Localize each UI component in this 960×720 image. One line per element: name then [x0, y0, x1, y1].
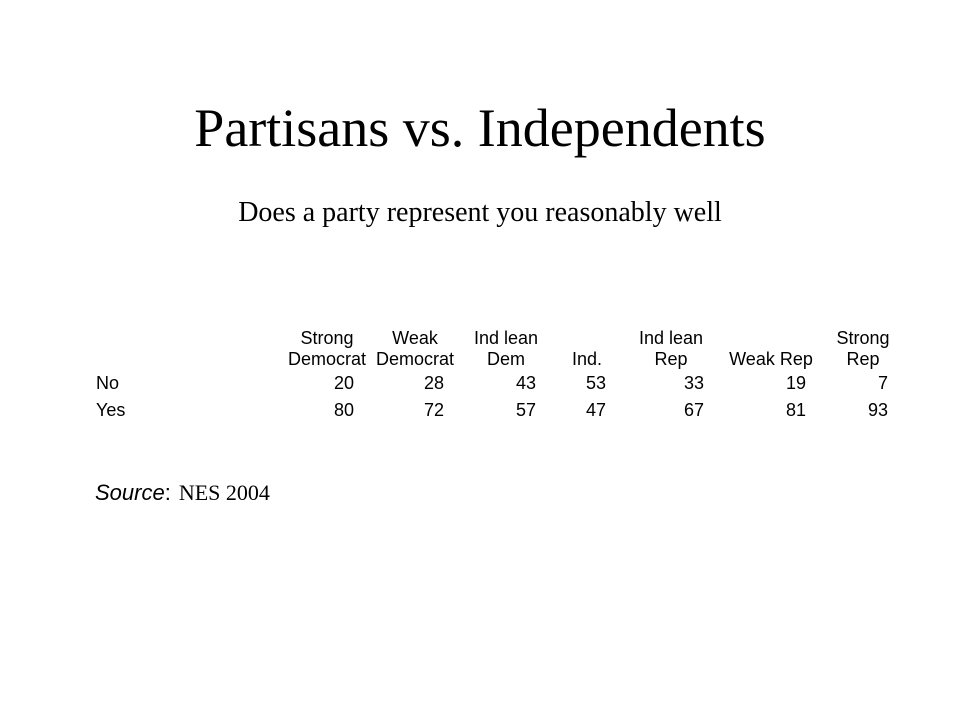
source-label: Source — [95, 480, 165, 505]
column-header-line-2: Democrat — [287, 349, 367, 369]
table-cell: 43 — [515, 373, 536, 393]
column-header-line-1: Strong — [300, 328, 354, 348]
table-cell: 20 — [333, 373, 354, 393]
table-row: No 20 28 43 53 33 19 7 — [90, 370, 904, 397]
slide-title: Partisans vs. Independents — [194, 98, 766, 158]
column-header: Weak Democrat — [370, 328, 460, 370]
table-cell: 81 — [785, 400, 806, 420]
source-citation: Source: NES 2004 — [95, 478, 270, 508]
column-header-line-2: Rep — [846, 349, 880, 369]
row-label: Yes — [96, 400, 126, 420]
column-header-line-1: Ind lean — [473, 328, 539, 348]
column-header-line-1: Weak — [392, 328, 438, 348]
table-cell: 33 — [683, 373, 704, 393]
table-cell: 80 — [333, 400, 354, 420]
table-cell: 72 — [423, 400, 444, 420]
column-header-line-2: Rep — [654, 349, 688, 369]
slide-subtitle: Does a party represent you reasonably we… — [238, 197, 722, 228]
column-header-line-2: Weak Rep — [729, 349, 813, 369]
column-header: Strong Democrat — [284, 328, 370, 370]
header-corner-cell — [90, 328, 284, 370]
table-row: Yes 80 72 57 47 67 81 93 — [90, 397, 904, 424]
row-label: No — [96, 373, 120, 393]
table-cell: 57 — [515, 400, 536, 420]
column-header-line-1: Strong — [836, 328, 890, 348]
table-cell: 7 — [877, 373, 888, 393]
source-value: NES 2004 — [178, 480, 270, 505]
column-header: Ind. — [552, 328, 622, 370]
table-cell: 47 — [585, 400, 606, 420]
column-header: Weak Rep — [720, 328, 822, 370]
column-header: Ind lean Dem — [460, 328, 552, 370]
table-cell: 28 — [423, 373, 444, 393]
table-cell: 93 — [867, 400, 888, 420]
data-table: Strong Democrat Weak Democrat Ind lean Dem … — [90, 328, 904, 424]
table-cell: 67 — [683, 400, 704, 420]
table-cell: 53 — [585, 373, 606, 393]
table-cell: 19 — [785, 373, 806, 393]
column-header-line-2: Democrat — [375, 349, 455, 369]
column-header-line-1: Ind lean — [638, 328, 704, 348]
column-header: Ind lean Rep — [622, 328, 720, 370]
source-separator: : — [164, 480, 171, 505]
column-header-line-2: Dem — [486, 349, 525, 369]
column-header: Strong Rep — [822, 328, 904, 370]
table-header-row: Strong Democrat Weak Democrat Ind lean Dem … — [90, 328, 904, 370]
column-header-line-2: Ind. — [571, 349, 603, 369]
